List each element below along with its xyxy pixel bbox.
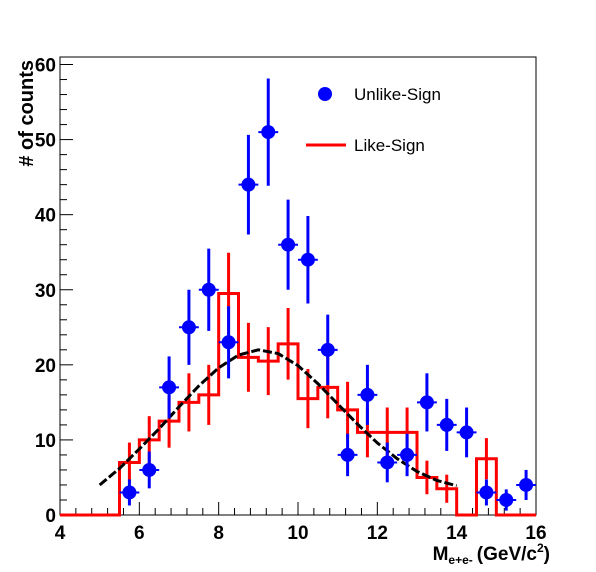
y-tick-label: 10	[35, 431, 56, 452]
axis-ticks	[59, 64, 537, 516]
unlike-sign-marker	[400, 447, 415, 462]
unlike-sign-point	[337, 433, 358, 477]
x-axis-label-superscript: 2	[537, 541, 544, 555]
unlike-sign-point	[159, 356, 179, 419]
unlike-sign-marker	[439, 417, 454, 432]
like-sign-step-line	[60, 292, 536, 517]
unlike-sign-marker	[181, 320, 196, 335]
x-tick-label: 10	[287, 523, 308, 544]
unlike-sign-point	[198, 248, 219, 331]
unlike-sign-marker	[281, 237, 296, 252]
y-tick-label: 20	[35, 356, 56, 377]
x-tick-label: 14	[446, 523, 468, 544]
fit-curve-layer	[98, 348, 458, 488]
x-tick-label: 12	[367, 523, 388, 544]
unlike-sign-marker	[300, 252, 315, 267]
legend-like-sign-label: Like-Sign	[354, 136, 425, 155]
unlike-sign-point	[119, 479, 140, 506]
x-axis-label-subscript: e+e-	[448, 553, 472, 567]
unlike-sign-point	[278, 199, 298, 290]
x-tick-label: 6	[134, 523, 145, 544]
legend: Unlike-Sign Like-Sign	[306, 85, 441, 155]
unlike-sign-marker	[459, 425, 474, 440]
x-axis-label-unit: (GeV/c	[477, 544, 538, 565]
unlike-sign-marker	[380, 455, 395, 470]
unlike-sign-point	[436, 398, 457, 451]
unlike-sign-marker	[261, 125, 276, 140]
y-tick-label: 30	[35, 281, 56, 302]
axis-tick-labels: 4 6 8 10 12 14 16 0 10 20 30 40 50 60	[35, 56, 547, 544]
unlike-sign-point	[357, 364, 378, 425]
unlike-sign-marker	[122, 485, 137, 500]
y-tick-label: 0	[45, 506, 56, 527]
x-axis-label: Me+e- (GeV/c2)	[433, 541, 550, 567]
y-axis-label: # of counts	[16, 60, 38, 167]
x-tick-label: 4	[55, 523, 66, 544]
unlike-sign-point	[258, 78, 279, 186]
unlike-sign-marker	[142, 462, 157, 477]
unlike-sign-point	[317, 314, 338, 386]
x-tick-label: 16	[525, 523, 546, 544]
unlike-sign-marker	[499, 492, 514, 507]
unlike-sign-point	[218, 306, 239, 379]
unlike-sign-marker	[201, 282, 216, 297]
unlike-sign-point	[456, 407, 477, 458]
unlike-sign-point	[476, 479, 497, 506]
unlike-sign-point	[238, 134, 259, 235]
unlike-sign-point	[179, 289, 199, 365]
x-tick-label: 8	[213, 523, 224, 544]
unlike-sign-point	[397, 433, 417, 477]
unlike-sign-marker	[162, 380, 177, 395]
unlike-sign-point	[139, 451, 160, 489]
x-axis-label-main: M	[433, 544, 449, 565]
unlike-sign-marker	[221, 335, 236, 350]
y-tick-label: 50	[35, 131, 56, 152]
unlike-sign-marker	[519, 477, 534, 492]
unlike-sign-point	[516, 469, 536, 500]
legend-unlike-sign-label: Unlike-Sign	[354, 85, 441, 104]
unlike-sign-marker	[479, 485, 494, 500]
unlike-sign-marker	[360, 387, 375, 402]
unlike-sign-marker	[340, 447, 355, 462]
y-tick-label: 40	[35, 206, 56, 227]
unlike-sign-marker	[241, 177, 256, 192]
unlike-sign-point	[298, 215, 318, 304]
fit-curve	[98, 348, 458, 488]
unlike-sign-marker	[419, 395, 434, 410]
unlike-sign-point	[377, 442, 398, 483]
unlike-sign-points	[119, 78, 536, 511]
unlike-sign-marker	[320, 342, 335, 357]
legend-unlike-sign-marker	[318, 87, 332, 101]
x-axis-label-unit-close: )	[544, 544, 550, 565]
unlike-sign-point	[417, 373, 437, 432]
y-tick-label: 60	[35, 56, 56, 77]
unlike-sign-point	[496, 489, 517, 511]
